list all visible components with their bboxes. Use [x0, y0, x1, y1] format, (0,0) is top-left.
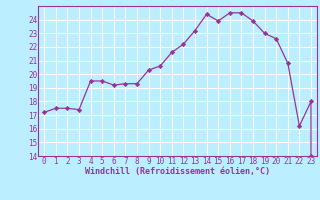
- X-axis label: Windchill (Refroidissement éolien,°C): Windchill (Refroidissement éolien,°C): [85, 167, 270, 176]
